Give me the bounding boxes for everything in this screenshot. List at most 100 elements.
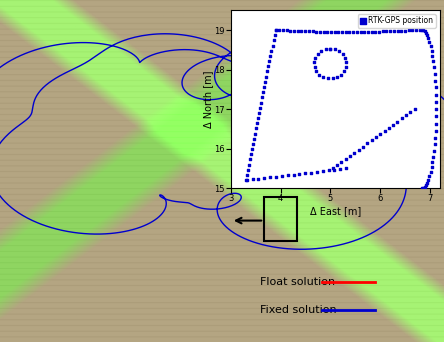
Point [429, 160, 436, 165]
Point [394, 28, 401, 34]
Point [262, 79, 269, 84]
Point [430, 59, 437, 64]
Point [421, 184, 428, 189]
Point [422, 182, 429, 188]
Point [284, 173, 291, 178]
Point [257, 105, 264, 110]
Point [427, 43, 434, 49]
Point [416, 27, 423, 33]
Point [246, 162, 253, 167]
Point [432, 85, 439, 90]
Point [401, 28, 408, 34]
Point [432, 128, 439, 133]
Point [338, 29, 345, 35]
Point [325, 168, 332, 173]
Point [259, 95, 266, 100]
Point [247, 152, 254, 157]
Point [316, 72, 323, 77]
Point [361, 29, 368, 35]
Point [331, 29, 338, 35]
Point [389, 122, 396, 128]
Point [242, 177, 250, 183]
Point [248, 146, 255, 152]
Point [296, 171, 303, 177]
Point [426, 39, 433, 44]
Point [261, 175, 268, 181]
Point [390, 28, 397, 34]
Point [336, 49, 343, 54]
Point [268, 48, 275, 53]
Point [346, 153, 353, 159]
Point [243, 177, 250, 183]
Point [246, 157, 254, 162]
Point [432, 78, 439, 83]
Point [428, 165, 435, 170]
Point [314, 52, 321, 57]
Point [353, 29, 361, 35]
X-axis label: Δ East [m]: Δ East [m] [309, 206, 361, 216]
Point [328, 29, 335, 35]
Point [254, 120, 261, 126]
Point [357, 29, 364, 35]
Point [243, 172, 250, 178]
Point [250, 136, 258, 142]
Point [261, 84, 268, 90]
Point [263, 74, 270, 79]
Point [264, 69, 271, 74]
Point [425, 36, 432, 41]
Point [368, 137, 375, 143]
Point [266, 175, 274, 180]
Point [343, 60, 350, 65]
Point [338, 159, 345, 165]
Point [432, 135, 439, 140]
Point [359, 144, 366, 149]
Point [342, 29, 349, 35]
Point [250, 141, 257, 147]
Point [432, 99, 440, 105]
Point [290, 172, 297, 177]
Point [424, 32, 431, 38]
Point [254, 115, 262, 121]
Point [287, 28, 294, 34]
Point [317, 29, 324, 35]
Point [313, 29, 320, 34]
Point [387, 28, 394, 34]
Point [420, 28, 427, 33]
Point [421, 29, 428, 34]
Point [329, 166, 336, 171]
Point [278, 173, 285, 179]
Point [308, 170, 315, 175]
Point [331, 47, 338, 52]
Text: Fixed solution: Fixed solution [260, 304, 337, 315]
Point [311, 64, 318, 70]
Point [431, 71, 438, 77]
Point [364, 141, 371, 146]
Point [327, 46, 334, 51]
Point [381, 128, 388, 134]
Legend: RTK-GPS position: RTK-GPS position [358, 14, 436, 28]
Point [258, 100, 265, 105]
Point [337, 72, 345, 77]
Point [432, 106, 440, 112]
Point [320, 75, 327, 80]
Point [283, 28, 290, 33]
Point [425, 177, 432, 183]
Point [273, 174, 280, 180]
Point [346, 29, 353, 35]
Point [341, 55, 349, 61]
Point [351, 150, 358, 156]
Point [313, 68, 320, 74]
Bar [264, 197, 297, 241]
Point [432, 114, 440, 119]
Point [342, 156, 349, 162]
Point [398, 28, 405, 34]
Point [426, 173, 433, 179]
Point [377, 131, 384, 137]
Point [267, 53, 274, 58]
Point [269, 43, 276, 48]
Point [322, 47, 329, 52]
Point [379, 29, 386, 34]
Point [255, 176, 262, 182]
Text: Float solution: Float solution [260, 277, 335, 287]
Point [313, 169, 321, 174]
